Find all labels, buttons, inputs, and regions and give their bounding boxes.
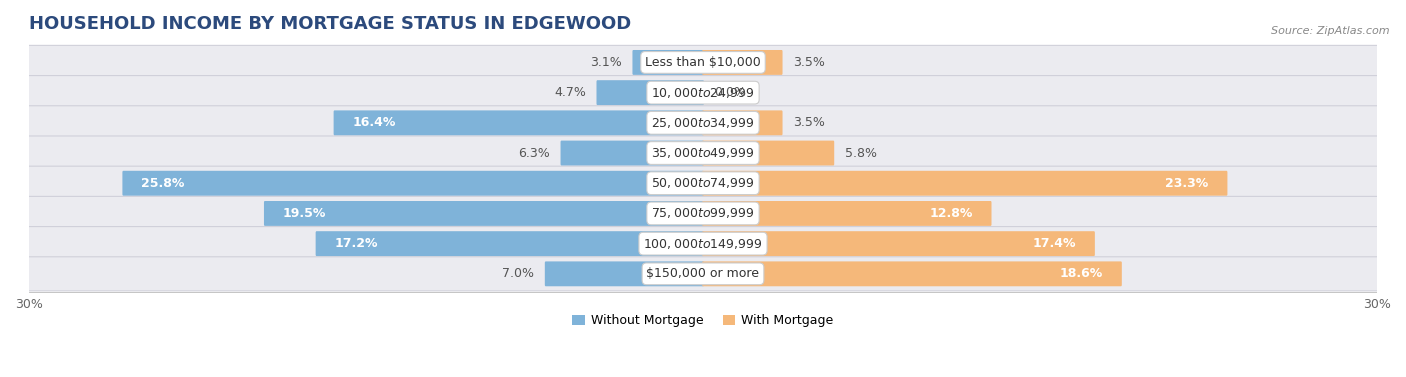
Text: $10,000 to $24,999: $10,000 to $24,999 xyxy=(651,86,755,100)
FancyBboxPatch shape xyxy=(702,261,1122,286)
Text: 5.8%: 5.8% xyxy=(845,147,876,159)
Text: 0.0%: 0.0% xyxy=(714,86,747,99)
Legend: Without Mortgage, With Mortgage: Without Mortgage, With Mortgage xyxy=(568,309,838,332)
FancyBboxPatch shape xyxy=(702,201,991,226)
Text: $35,000 to $49,999: $35,000 to $49,999 xyxy=(651,146,755,160)
Text: $150,000 or more: $150,000 or more xyxy=(647,267,759,280)
FancyBboxPatch shape xyxy=(315,231,704,256)
FancyBboxPatch shape xyxy=(264,201,704,226)
Text: Source: ZipAtlas.com: Source: ZipAtlas.com xyxy=(1271,26,1389,37)
FancyBboxPatch shape xyxy=(22,227,1384,261)
Text: 25.8%: 25.8% xyxy=(141,177,184,190)
Text: 3.1%: 3.1% xyxy=(591,56,621,69)
FancyBboxPatch shape xyxy=(544,261,704,286)
FancyBboxPatch shape xyxy=(333,110,704,135)
Text: 17.2%: 17.2% xyxy=(335,237,378,250)
Text: 6.3%: 6.3% xyxy=(519,147,550,159)
Text: 4.7%: 4.7% xyxy=(554,86,586,99)
FancyBboxPatch shape xyxy=(22,136,1384,170)
FancyBboxPatch shape xyxy=(122,171,704,196)
Text: Less than $10,000: Less than $10,000 xyxy=(645,56,761,69)
Text: HOUSEHOLD INCOME BY MORTGAGE STATUS IN EDGEWOOD: HOUSEHOLD INCOME BY MORTGAGE STATUS IN E… xyxy=(30,15,631,33)
Text: $75,000 to $99,999: $75,000 to $99,999 xyxy=(651,207,755,221)
FancyBboxPatch shape xyxy=(596,80,704,105)
Text: 17.4%: 17.4% xyxy=(1032,237,1076,250)
Text: 19.5%: 19.5% xyxy=(283,207,326,220)
FancyBboxPatch shape xyxy=(702,50,783,75)
FancyBboxPatch shape xyxy=(22,196,1384,230)
Text: 23.3%: 23.3% xyxy=(1166,177,1209,190)
Text: 18.6%: 18.6% xyxy=(1060,267,1102,280)
Text: 16.4%: 16.4% xyxy=(353,116,396,129)
Text: 3.5%: 3.5% xyxy=(793,116,825,129)
FancyBboxPatch shape xyxy=(22,75,1384,110)
Text: 3.5%: 3.5% xyxy=(793,56,825,69)
Text: $50,000 to $74,999: $50,000 to $74,999 xyxy=(651,176,755,190)
FancyBboxPatch shape xyxy=(22,106,1384,140)
FancyBboxPatch shape xyxy=(633,50,704,75)
FancyBboxPatch shape xyxy=(22,166,1384,200)
FancyBboxPatch shape xyxy=(702,110,783,135)
FancyBboxPatch shape xyxy=(702,141,834,166)
Text: $100,000 to $149,999: $100,000 to $149,999 xyxy=(644,237,762,251)
FancyBboxPatch shape xyxy=(22,45,1384,80)
FancyBboxPatch shape xyxy=(702,171,1227,196)
Text: 12.8%: 12.8% xyxy=(929,207,973,220)
Text: 7.0%: 7.0% xyxy=(502,267,534,280)
FancyBboxPatch shape xyxy=(702,231,1095,256)
FancyBboxPatch shape xyxy=(22,257,1384,291)
FancyBboxPatch shape xyxy=(561,141,704,166)
Text: $25,000 to $34,999: $25,000 to $34,999 xyxy=(651,116,755,130)
